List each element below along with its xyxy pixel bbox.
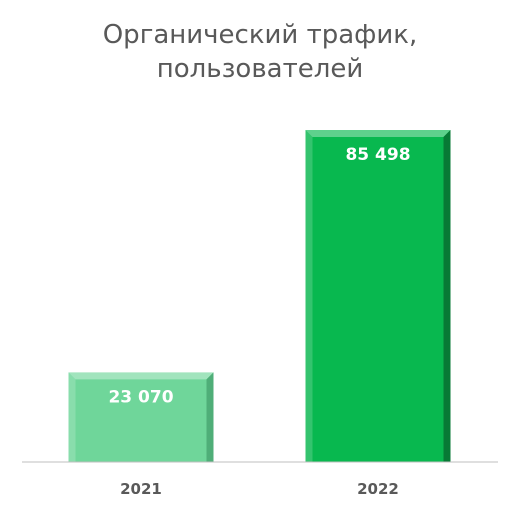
- category-label-2022: 2022: [357, 480, 399, 498]
- bar-bevel-left-2021: [68, 372, 76, 462]
- bar-bevel-top-2022: [305, 130, 451, 137]
- data-label-2021: 23 070: [108, 387, 173, 407]
- chart-title: Органический трафик, пользователей: [102, 20, 418, 84]
- data-label-2022: 85 498: [345, 145, 410, 165]
- bar-body-2022: [305, 130, 451, 462]
- bar-2022: [305, 130, 451, 462]
- bars-layer: [68, 130, 451, 462]
- bar-2021: [68, 372, 214, 462]
- category-label-2021: 2021: [120, 480, 162, 498]
- bar-body-2021: [68, 372, 214, 462]
- bar-bevel-right-2021: [206, 372, 214, 462]
- bar-bevel-right-2022: [443, 130, 451, 462]
- labels-layer: 23 070 2021 85 498 2022: [108, 145, 410, 498]
- bar-bevel-top-2021: [68, 372, 214, 380]
- bar-bevel-left-2022: [305, 130, 313, 462]
